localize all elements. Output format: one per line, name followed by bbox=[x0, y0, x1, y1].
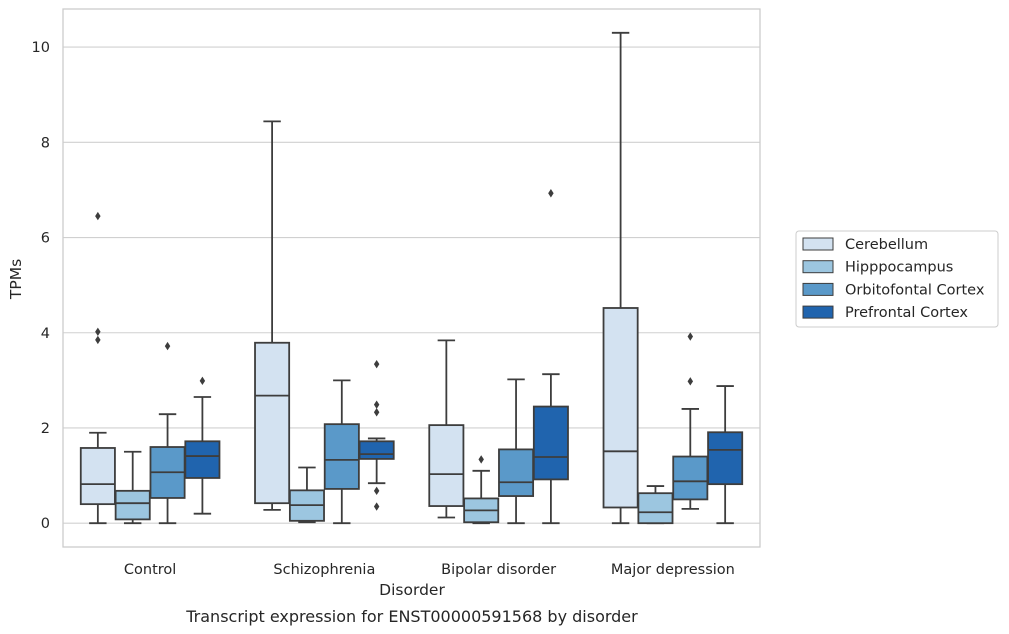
plot-area bbox=[62, 8, 761, 548]
outlier-marker bbox=[478, 455, 484, 464]
outlier-marker bbox=[373, 359, 380, 369]
box-group bbox=[463, 455, 500, 525]
legend-swatch bbox=[802, 237, 834, 251]
box-group bbox=[428, 339, 465, 519]
outlier-marker bbox=[164, 341, 171, 351]
box bbox=[672, 455, 709, 501]
x-tick-label: Major depression bbox=[611, 562, 735, 578]
outlier-marker bbox=[687, 377, 694, 386]
y-tick-label: 4 bbox=[41, 326, 50, 342]
box bbox=[184, 440, 221, 479]
x-tick-label: Bipolar disorder bbox=[441, 562, 556, 578]
legend-swatch bbox=[802, 260, 834, 274]
box-group bbox=[532, 189, 569, 525]
outlier-marker bbox=[548, 189, 554, 198]
box-group bbox=[358, 359, 395, 511]
y-tick-label: 8 bbox=[41, 135, 50, 151]
box-group bbox=[672, 332, 709, 510]
box-group bbox=[498, 378, 535, 525]
y-tick-label: 6 bbox=[41, 231, 50, 247]
x-axis-title: Disorder bbox=[379, 581, 445, 599]
y-tick-label: 0 bbox=[41, 516, 50, 532]
y-axis-title: TPMs bbox=[7, 259, 25, 300]
legend-label: Cerebellum bbox=[845, 237, 928, 253]
boxes bbox=[79, 31, 744, 525]
box-group bbox=[707, 385, 744, 525]
legend-swatch bbox=[802, 282, 834, 296]
legend-label: Orbitofontal Cortex bbox=[845, 282, 985, 298]
y-tick-label: 2 bbox=[41, 421, 50, 437]
box bbox=[637, 492, 674, 525]
box-group bbox=[184, 376, 221, 515]
box-group bbox=[79, 211, 116, 525]
legend-frame bbox=[795, 230, 999, 328]
legend: Cerebellum Hipppocampus Orbitofontal Corte… bbox=[795, 230, 999, 328]
box-group bbox=[602, 31, 639, 525]
outlier-marker bbox=[373, 400, 380, 409]
box bbox=[79, 447, 116, 506]
x-tick-label: Schizophrenia bbox=[273, 562, 375, 578]
legend-label: Prefrontal Cortex bbox=[845, 305, 968, 321]
outlier-marker bbox=[199, 376, 206, 386]
box bbox=[532, 405, 569, 481]
outlier-marker bbox=[373, 408, 380, 417]
box-group bbox=[254, 120, 291, 511]
y-tick-label: 10 bbox=[32, 40, 50, 56]
box bbox=[323, 423, 360, 490]
box bbox=[428, 424, 465, 507]
box bbox=[498, 448, 535, 497]
box bbox=[358, 440, 395, 460]
box-group bbox=[288, 466, 325, 524]
outlier-marker bbox=[373, 486, 380, 496]
legend-label: Hipppocampus bbox=[845, 260, 953, 276]
chart-caption: Transcript expression for ENST0000059156… bbox=[185, 607, 638, 626]
box-group bbox=[323, 379, 360, 525]
outlier-marker bbox=[95, 327, 101, 336]
outlier-marker bbox=[687, 332, 694, 341]
x-tick-labels: Control Schizophrenia Bipolar disorder Majo… bbox=[124, 562, 735, 578]
outlier-marker bbox=[373, 502, 380, 511]
box bbox=[602, 307, 639, 509]
x-tick-label: Control bbox=[124, 562, 176, 578]
box-group bbox=[114, 450, 151, 525]
box bbox=[114, 489, 151, 521]
box-group bbox=[637, 485, 674, 525]
legend-swatch bbox=[802, 305, 834, 319]
box bbox=[254, 341, 291, 505]
y-tick-labels: 0 2 4 6 8 10 bbox=[32, 40, 50, 532]
box-group bbox=[149, 341, 186, 525]
outlier-marker bbox=[95, 211, 101, 221]
box bbox=[707, 431, 744, 486]
outlier-marker bbox=[95, 335, 101, 345]
